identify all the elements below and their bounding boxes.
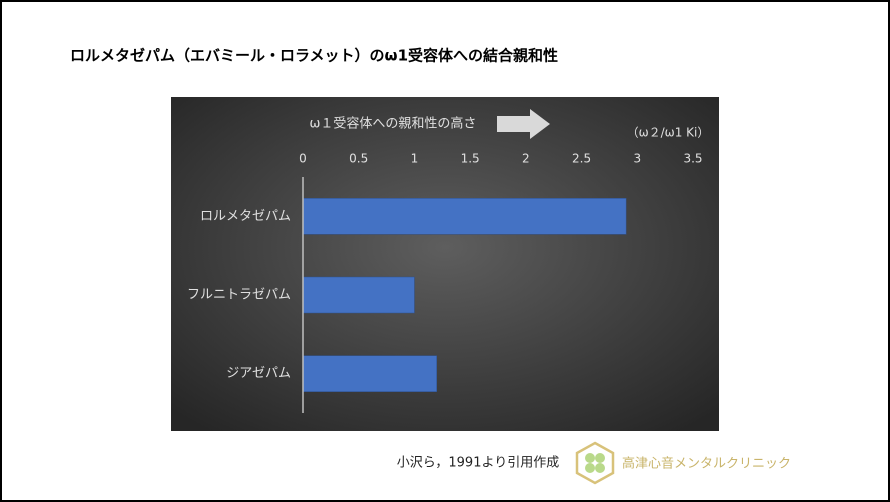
chart-panel <box>171 97 719 431</box>
annotation-arrow <box>497 109 550 139</box>
x-tick-label: 2.5 <box>572 152 591 166</box>
bar <box>302 355 437 392</box>
x-tick-label: 1 <box>411 152 419 166</box>
logo-leaf <box>595 463 605 473</box>
logo-leaf <box>585 453 595 463</box>
source: 小沢ら，1991より引用作成 <box>397 456 559 471</box>
x-tick-label: 0 <box>299 152 307 166</box>
bar <box>302 276 415 314</box>
y-tick-label: フルニトラゼパム <box>187 288 291 303</box>
chart-title: ロルメタゼパム（エバミール・ロラメット）のω1受容体への結合親和性 <box>70 47 558 65</box>
unit-label: （ω２/ω1 Ki） <box>627 126 710 140</box>
logo-leaf <box>585 463 595 473</box>
x-tick-label: 2 <box>522 152 530 166</box>
logo-leaf <box>595 453 605 463</box>
annotation: ω１受容体への親和性の高さ <box>310 116 477 132</box>
logo <box>575 441 615 485</box>
x-tick-label: 3 <box>633 152 641 166</box>
y-tick-label: ロルメタゼパム <box>200 209 291 224</box>
bar <box>302 198 627 235</box>
x-tick-label: 1.5 <box>461 152 480 166</box>
logo-hexagon <box>575 441 615 485</box>
logo-text: 高津心音メンタルクリニック <box>622 456 791 472</box>
y-tick-label: ジアゼパム <box>226 366 291 381</box>
x-tick-label: 0.5 <box>349 152 368 166</box>
x-tick-label: 3.5 <box>683 152 702 166</box>
